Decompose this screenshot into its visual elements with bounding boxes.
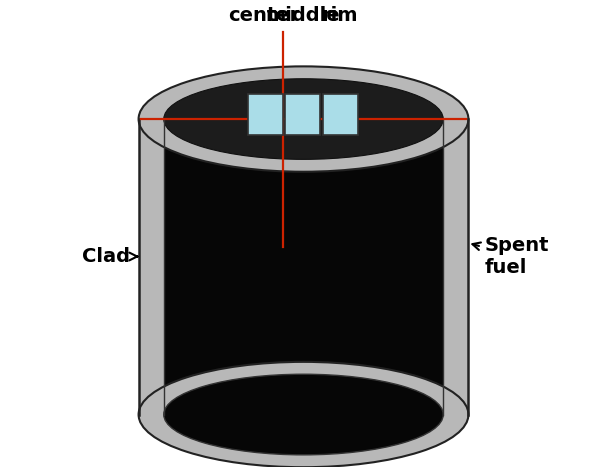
Text: Clad: Clad xyxy=(82,247,137,266)
Text: center: center xyxy=(228,6,299,25)
Ellipse shape xyxy=(164,374,443,455)
Bar xyxy=(285,94,320,135)
FancyBboxPatch shape xyxy=(443,119,469,415)
Text: middle: middle xyxy=(265,6,340,25)
Text: rim: rim xyxy=(321,6,358,25)
Ellipse shape xyxy=(138,362,469,467)
FancyBboxPatch shape xyxy=(164,119,443,415)
FancyBboxPatch shape xyxy=(138,119,164,415)
Ellipse shape xyxy=(138,66,469,172)
Bar xyxy=(248,94,283,135)
Ellipse shape xyxy=(164,79,443,159)
Bar xyxy=(323,94,358,135)
Text: Spent
fuel: Spent fuel xyxy=(472,236,549,277)
